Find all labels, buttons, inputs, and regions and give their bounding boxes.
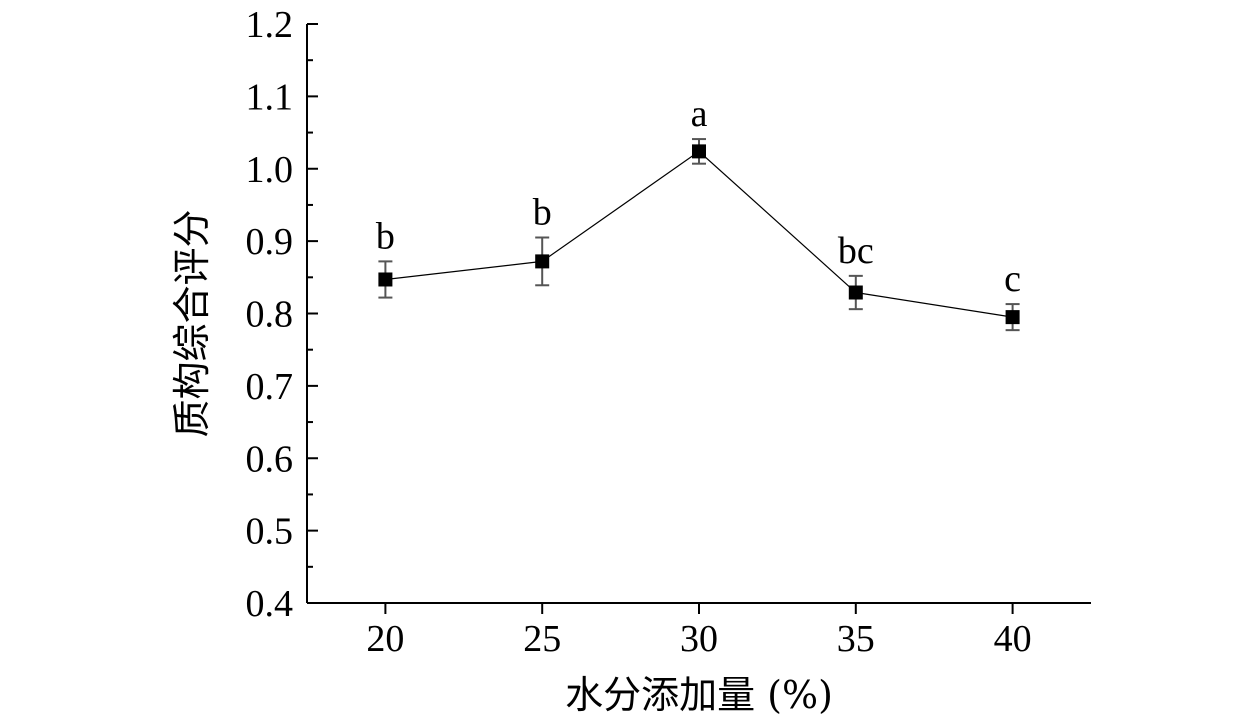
significance-label: a [691,93,708,135]
significance-label: b [533,192,552,234]
y-axis-title: 质构综合评分 [170,209,214,437]
plot-area: b b a bc c [376,93,1021,332]
significance-label: bc [838,230,874,272]
x-tick-label: 30 [680,618,718,660]
y-tick-label: 0.9 [246,221,294,263]
y-tick-label: 0.5 [246,511,294,553]
data-point [378,272,393,287]
data-point [848,285,863,300]
y-tick-label: 0.4 [246,583,294,625]
x-axis-title: 水分添加量 (%) [565,673,833,717]
series-line [385,150,1013,318]
x-tick-label: 20 [366,618,404,660]
significance-label: b [376,215,395,257]
data-point [692,144,706,159]
significance-label: c [1004,258,1021,300]
y-tick-label: 0.6 [246,438,294,480]
data-point [535,254,550,269]
y-tick-label: 0.7 [246,366,294,408]
data-point [1005,310,1020,325]
x-tick-label: 25 [523,618,561,660]
axes: 0.4 0.5 0.6 0.7 0.8 0.9 1.0 1.1 1.2 20 25 30 35 40 [246,4,1091,660]
y-tick-label: 1.0 [246,149,294,191]
y-tick-label: 1.1 [246,76,294,118]
y-tick-label: 1.2 [246,4,294,46]
y-tick-label: 0.8 [246,294,294,336]
x-tick-label: 35 [837,618,875,660]
x-tick-label: 40 [994,618,1032,660]
